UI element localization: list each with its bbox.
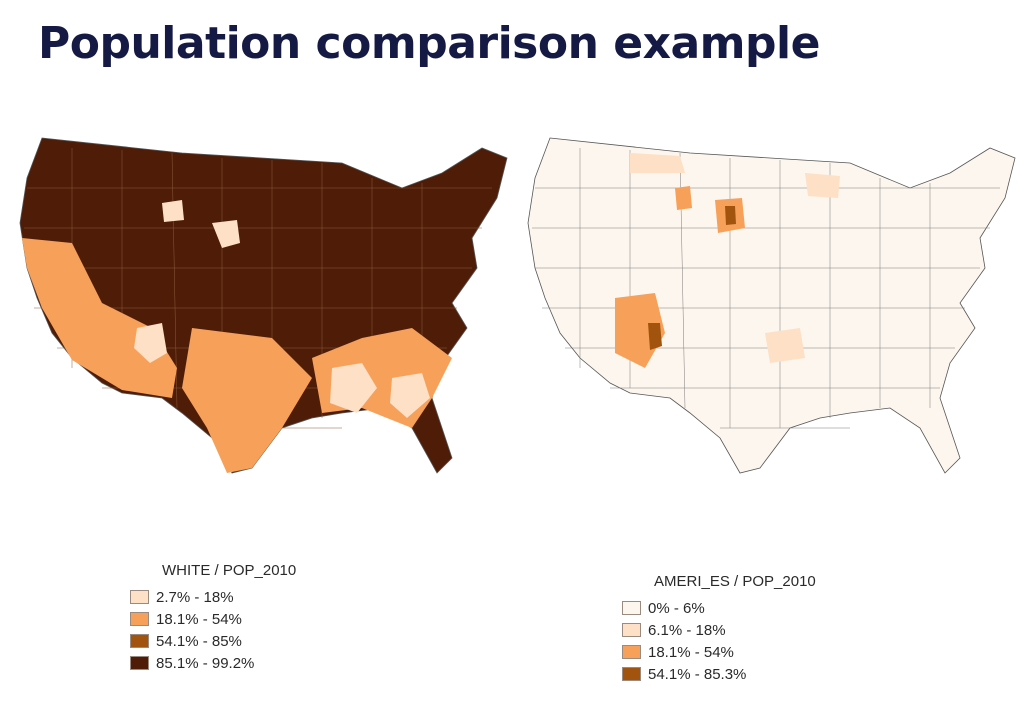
texas-region: [182, 328, 312, 473]
light-spot-southwest: [134, 323, 167, 363]
legend-swatch: [622, 645, 641, 659]
legend-swatch: [130, 612, 149, 626]
high-share-areas: [615, 153, 840, 368]
southwest-region: [22, 238, 177, 398]
legend-label: 0% - 6%: [648, 599, 705, 617]
legend-row: 0% - 6%: [622, 597, 816, 619]
plains-core: [725, 206, 736, 225]
legend-label: 18.1% - 54%: [648, 643, 734, 661]
legend-row: 85.1% - 99.2%: [130, 652, 296, 674]
legend-label: 2.7% - 18%: [156, 588, 234, 606]
southwest-core: [648, 323, 662, 350]
map-american-indian-population: [527, 137, 1016, 474]
legend-row: 2.7% - 18%: [130, 586, 296, 608]
legend-american-indian-population: AMERI_ES / POP_2010 0% - 6% 6.1% - 18% 1…: [622, 573, 816, 685]
legend-label: 6.1% - 18%: [648, 621, 726, 639]
legend-label: 18.1% - 54%: [156, 610, 242, 628]
us-landmass: [527, 137, 1016, 474]
legend-row: 54.1% - 85%: [130, 630, 296, 652]
legend-white-population: WHITE / POP_2010 2.7% - 18% 18.1% - 54% …: [130, 562, 296, 674]
light-spot-south: [330, 363, 377, 413]
county-boundaries: [532, 148, 1000, 429]
legend-label: 85.1% - 99.2%: [156, 654, 255, 672]
legend-swatch: [622, 667, 641, 681]
legend-row: 18.1% - 54%: [130, 608, 296, 630]
legend-row: 18.1% - 54%: [622, 641, 816, 663]
legend-label: 54.1% - 85.3%: [648, 665, 747, 683]
oklahoma-light: [765, 328, 805, 363]
legend-swatch: [622, 623, 641, 637]
map-white-population: [19, 137, 508, 474]
legend-label: 54.1% - 85%: [156, 632, 242, 650]
us-outline: [527, 137, 1016, 474]
southwest-hotspot: [615, 293, 665, 368]
legend-row: 54.1% - 85.3%: [622, 663, 816, 685]
great-lakes-light: [805, 173, 840, 198]
light-spots: [134, 200, 430, 418]
mountain-hotspot: [675, 186, 692, 210]
legend-title: AMERI_ES / POP_2010: [654, 573, 816, 590]
light-spot-mountain: [162, 200, 184, 222]
northern-tier-light: [630, 153, 685, 173]
legend-swatch: [622, 601, 641, 615]
light-spot-southeast: [390, 373, 430, 418]
legend-swatch: [130, 634, 149, 648]
legend-swatch: [130, 590, 149, 604]
legend-row: 6.1% - 18%: [622, 619, 816, 641]
slide-title: Population comparison example: [38, 18, 820, 69]
light-spot-plains: [212, 220, 240, 248]
legend-title: WHITE / POP_2010: [162, 562, 297, 579]
legend-swatch: [130, 656, 149, 670]
